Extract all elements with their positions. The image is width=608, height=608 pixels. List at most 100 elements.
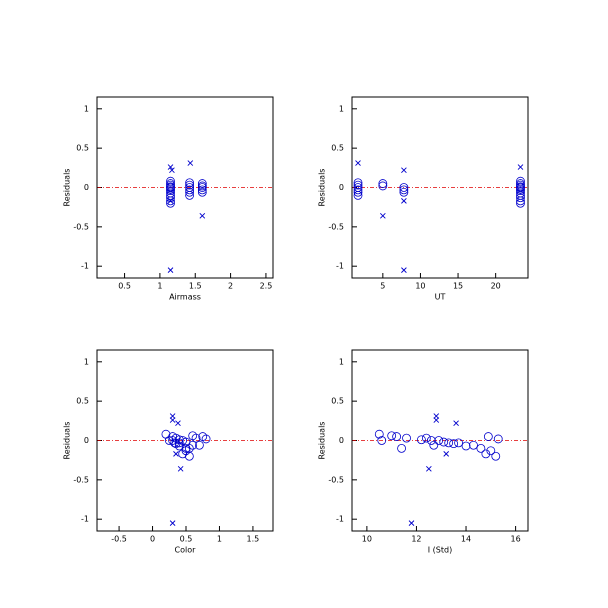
point <box>177 466 184 472</box>
y-tick-label: -0.5 <box>328 222 344 231</box>
x-tick-label: 1 <box>217 535 222 544</box>
point <box>433 413 440 419</box>
point <box>199 213 206 219</box>
y-tick-label: 1 <box>339 357 344 366</box>
point <box>198 432 208 441</box>
point <box>481 449 491 459</box>
point <box>516 193 525 203</box>
plot-frame <box>96 349 274 532</box>
point <box>201 434 211 444</box>
point <box>174 438 184 448</box>
y-axis-label: Residuals <box>318 422 327 460</box>
y-tick-label: -1 <box>81 515 89 524</box>
point <box>166 198 175 208</box>
x-tick-label: 5 <box>380 282 385 291</box>
point <box>408 520 415 526</box>
point <box>185 190 194 200</box>
y-tick-label: -0.5 <box>328 475 344 484</box>
point <box>197 185 207 195</box>
plot-frame <box>96 96 274 279</box>
point <box>185 185 194 195</box>
x-axis-label: Airmass <box>169 293 201 302</box>
point <box>380 213 386 219</box>
point <box>174 441 184 451</box>
point <box>185 187 194 197</box>
point <box>401 267 407 273</box>
point <box>399 187 409 197</box>
point <box>493 434 503 444</box>
x-tick-label: 1.5 <box>247 535 260 544</box>
point <box>169 167 175 174</box>
point <box>188 440 198 450</box>
point <box>486 446 496 456</box>
point <box>461 441 471 451</box>
point <box>197 183 207 192</box>
y-tick-label: -1 <box>81 262 89 271</box>
point <box>397 443 406 453</box>
point <box>483 432 493 441</box>
point <box>387 431 397 441</box>
x-tick-label: 10 <box>362 535 372 544</box>
point <box>374 429 384 439</box>
point <box>355 160 361 166</box>
point <box>401 167 407 174</box>
y-axis-label: Residuals <box>63 422 72 460</box>
y-tick-label: 0 <box>339 183 344 192</box>
point <box>175 420 181 427</box>
x-tick-label: 16 <box>511 535 521 544</box>
point <box>469 440 478 450</box>
x-tick-label: 14 <box>461 535 471 544</box>
point <box>439 437 449 447</box>
x-tick-label: 10 <box>415 282 425 291</box>
point <box>401 198 407 204</box>
point <box>453 420 459 427</box>
plot-frame <box>351 349 529 532</box>
y-tick-label: 0.5 <box>331 144 344 153</box>
point <box>417 435 426 445</box>
point <box>378 179 388 188</box>
x-tick-label: 0.5 <box>118 282 131 291</box>
x-tick-label: 20 <box>491 282 501 291</box>
point <box>444 438 454 448</box>
x-axis-label: Color <box>175 546 197 555</box>
point <box>353 178 363 188</box>
point <box>353 190 363 200</box>
point <box>166 193 175 203</box>
point <box>178 449 188 459</box>
y-axis-label: Residuals <box>63 169 72 207</box>
point <box>168 436 178 445</box>
point <box>426 466 432 472</box>
y-tick-label: -0.5 <box>73 222 89 231</box>
point <box>185 180 194 190</box>
y-tick-label: 1 <box>84 104 89 113</box>
y-tick-label: 1 <box>84 357 89 366</box>
point <box>185 178 194 188</box>
point <box>421 433 431 443</box>
point <box>454 438 463 448</box>
point <box>197 187 207 197</box>
point <box>169 520 176 526</box>
point <box>426 436 436 445</box>
x-tick-label: 1.5 <box>189 282 202 291</box>
point <box>167 198 174 204</box>
point <box>166 196 175 206</box>
point <box>173 451 179 457</box>
y-tick-label: 1 <box>339 104 344 113</box>
point <box>167 267 174 273</box>
point <box>169 413 176 419</box>
y-tick-label: -0.5 <box>73 475 89 484</box>
point <box>167 164 174 170</box>
y-tick-label: 0 <box>84 436 89 445</box>
x-tick-label: 12 <box>411 535 421 544</box>
point <box>434 436 444 445</box>
point <box>353 180 363 190</box>
x-tick-label: 2 <box>228 282 233 291</box>
point <box>194 440 204 450</box>
x-tick-label: 2.5 <box>260 282 273 291</box>
point <box>476 443 486 453</box>
point <box>353 185 363 195</box>
point <box>188 431 198 441</box>
point <box>353 187 363 197</box>
y-tick-label: 0 <box>84 183 89 192</box>
